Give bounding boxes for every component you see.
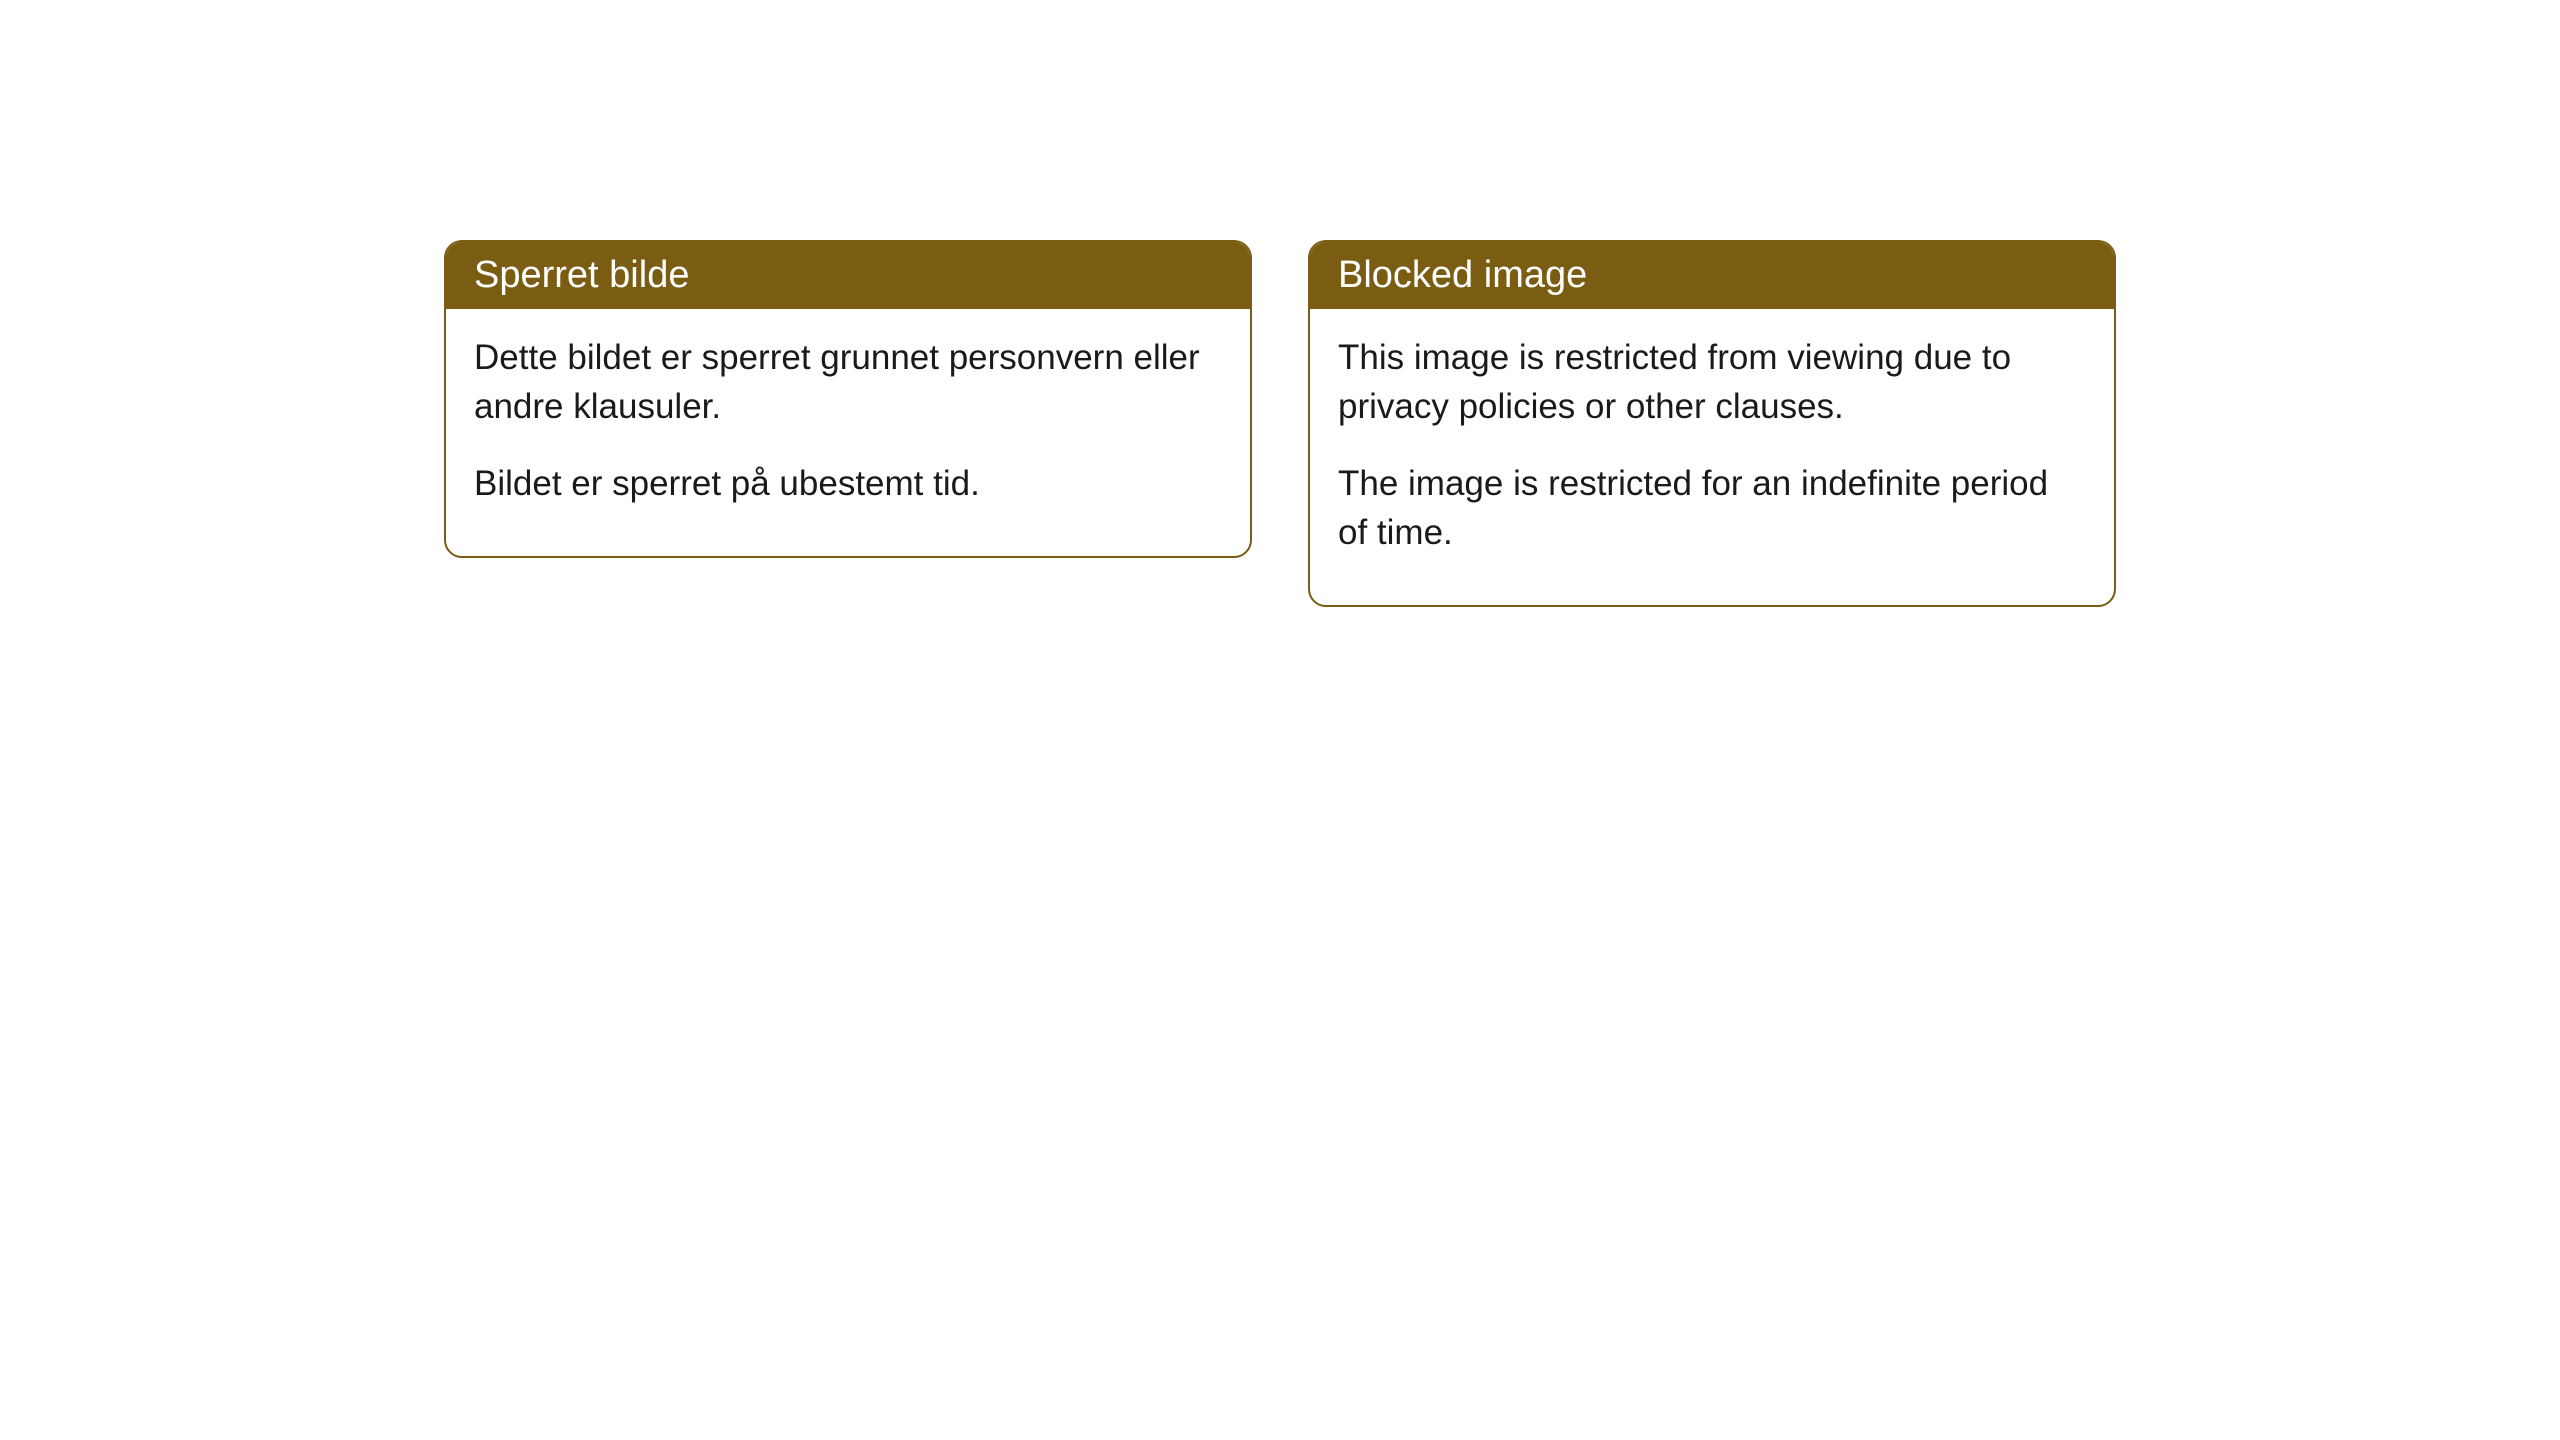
card-paragraph1-english: This image is restricted from viewing du… [1338,333,2086,431]
card-paragraph2-english: The image is restricted for an indefinit… [1338,459,2086,557]
card-paragraph2-norwegian: Bildet er sperret på ubestemt tid. [474,459,1222,508]
card-body-norwegian: Dette bildet er sperret grunnet personve… [446,309,1250,556]
card-title-norwegian: Sperret bilde [474,254,689,296]
card-title-english: Blocked image [1338,254,1587,296]
card-header-english: Blocked image [1310,242,2114,309]
blocked-image-card-english: Blocked image This image is restricted f… [1308,240,2116,607]
card-paragraph1-norwegian: Dette bildet er sperret grunnet personve… [474,333,1222,431]
card-header-norwegian: Sperret bilde [446,242,1250,309]
card-body-english: This image is restricted from viewing du… [1310,309,2114,605]
blocked-image-card-norwegian: Sperret bilde Dette bildet er sperret gr… [444,240,1252,558]
